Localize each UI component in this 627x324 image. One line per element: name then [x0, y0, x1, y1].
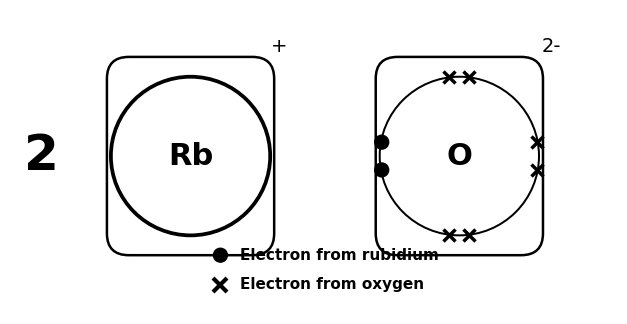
Text: Electron from rubidium: Electron from rubidium — [240, 248, 439, 263]
Text: 2: 2 — [24, 132, 59, 180]
Text: 2-: 2- — [541, 38, 561, 56]
Text: O: O — [446, 142, 472, 170]
Circle shape — [375, 163, 389, 177]
Text: Electron from oxygen: Electron from oxygen — [240, 277, 424, 293]
Circle shape — [375, 135, 389, 149]
Text: +: + — [271, 38, 287, 56]
Circle shape — [213, 248, 228, 262]
Text: Rb: Rb — [168, 142, 213, 170]
